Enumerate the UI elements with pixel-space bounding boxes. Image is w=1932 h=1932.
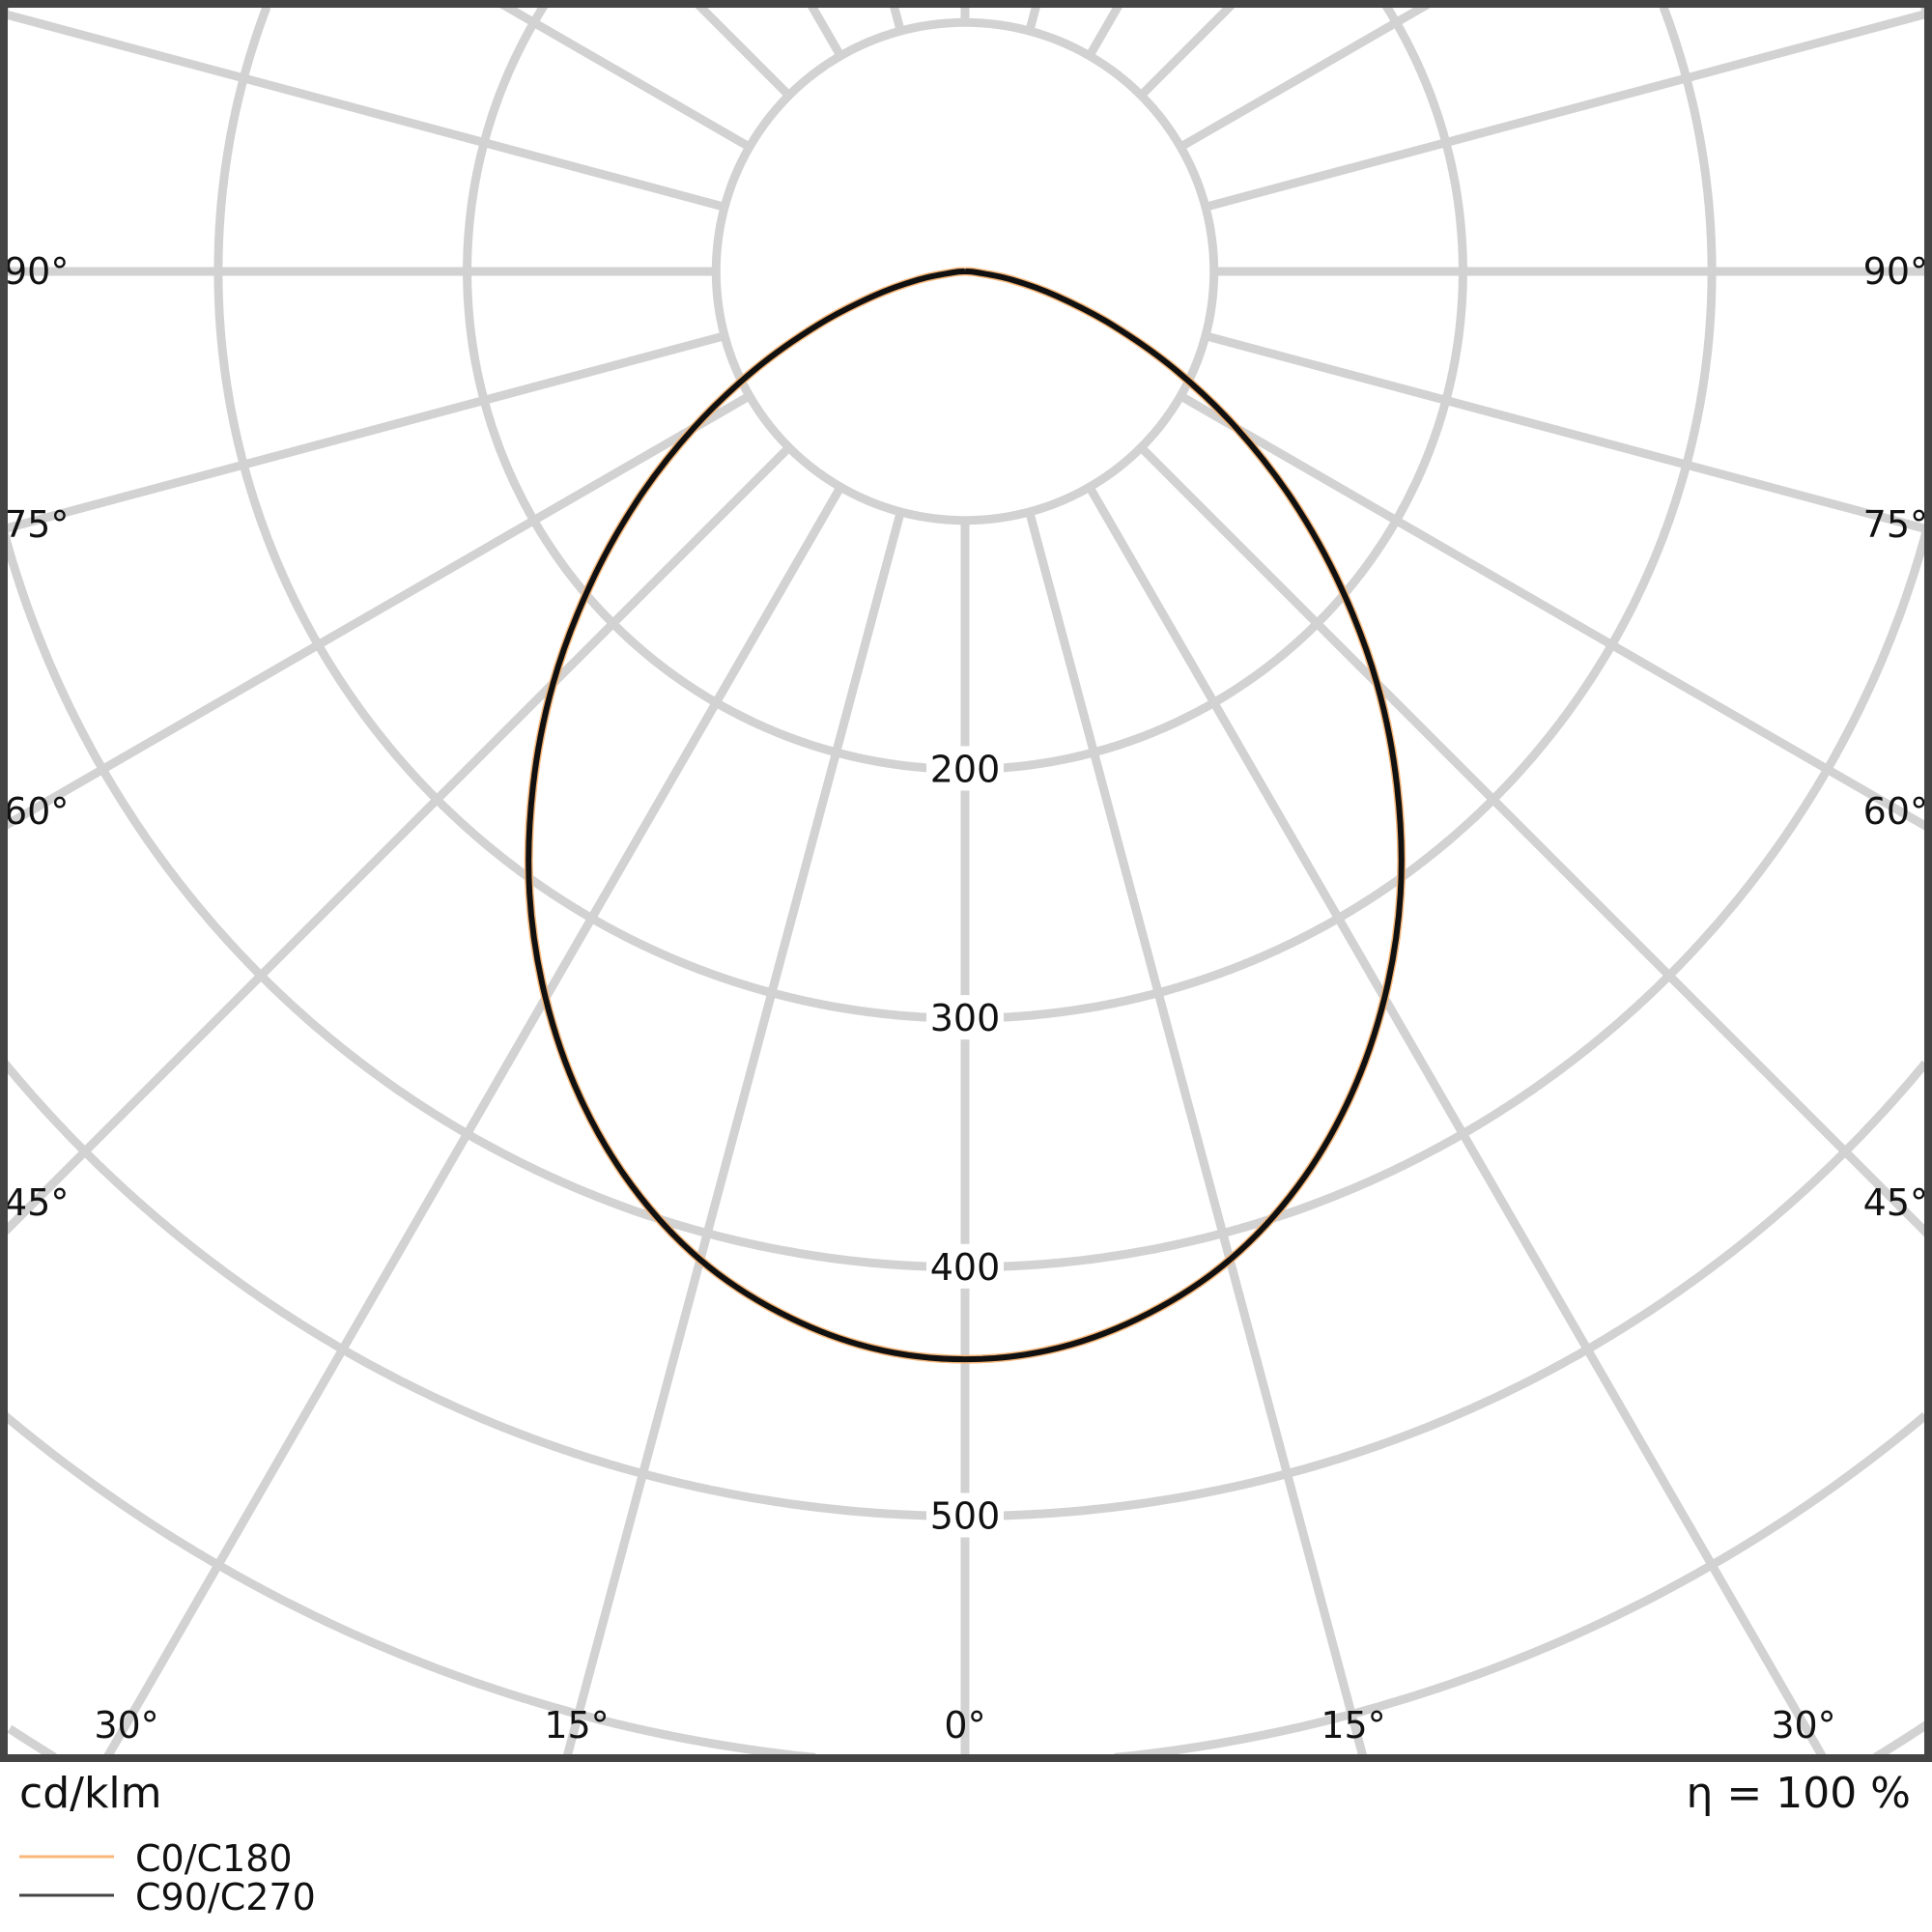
efficiency-label: η = 100 % — [1686, 1769, 1911, 1818]
grid-spoke-60 — [1178, 391, 1931, 832]
grid-spoke-225 — [694, 0, 792, 99]
legend: C0/C180 C90/C270 — [19, 1837, 316, 1918]
grid-spoke-45 — [1138, 444, 1932, 1238]
legend-label-c0-c180: C0/C180 — [135, 1837, 293, 1880]
angle-label-left: 90° — [4, 250, 69, 293]
angle-label-bottom: 15° — [544, 1704, 609, 1747]
polar-grid — [0, 0, 1932, 1762]
chart-frame — [0, 0, 1932, 1762]
angle-label-bottom: 15° — [1321, 1704, 1385, 1747]
grid-spoke-285 — [2, 331, 726, 533]
grid-spoke-165 — [1025, 2, 1041, 33]
grid-spoke-120 — [1178, 0, 1432, 152]
radial-tick-label: 400 — [930, 1246, 1001, 1289]
grid-ring-600 — [2, 1412, 1928, 1762]
grid-spoke-75 — [1204, 331, 1930, 534]
grid-spoke-240 — [498, 0, 753, 152]
grid-spoke-210 — [807, 1, 845, 59]
grid-spoke-195 — [889, 2, 905, 33]
angle-label-bottom: 0° — [944, 1704, 985, 1747]
grid-spoke-345 — [562, 510, 905, 1760]
grid-spoke-255 — [2, 10, 726, 212]
angle-label-left: 75° — [4, 503, 69, 546]
grid-ring-200 — [463, 1, 1467, 774]
angle-label-left: 45° — [4, 1181, 69, 1224]
curve-c90-c270 — [526, 269, 1405, 1363]
grid-ring-700 — [7, 1720, 1930, 1761]
angle-label-right: 45° — [1863, 1181, 1928, 1224]
axis-labels: 200 300 400 500 90° 75° 60° 45° 90° 75° 60° 45° 30° 1… — [4, 250, 1928, 1747]
grid-spoke-315 — [0, 444, 792, 1236]
legend-label-c90-c270: C90/C270 — [135, 1876, 316, 1918]
radial-tick-label: 200 — [930, 748, 1001, 790]
grid-ring-300 — [213, 5, 1717, 1023]
grid-spoke-135 — [1138, 0, 1236, 99]
radial-label-bg — [926, 995, 1004, 1040]
radial-tick-label: 300 — [930, 997, 1001, 1039]
grid-ring-500 — [1, 1060, 1929, 1520]
unit-label: cd/klm — [19, 1769, 162, 1818]
angle-label-bottom: 30° — [94, 1704, 158, 1747]
angle-label-right: 60° — [1863, 790, 1928, 833]
grid-spoke-150 — [1085, 1, 1123, 59]
angle-label-right: 90° — [1863, 250, 1928, 293]
grid-spoke-30 — [1085, 484, 1828, 1761]
radial-tick-label: 500 — [930, 1495, 1001, 1538]
radial-label-bg — [926, 746, 1004, 791]
grid-spoke-330 — [102, 484, 845, 1761]
angle-label-left: 60° — [4, 790, 69, 833]
angle-label-right: 75° — [1863, 503, 1928, 546]
radial-label-bg — [926, 1243, 1004, 1289]
grid-spoke-15 — [1025, 510, 1368, 1760]
angle-label-bottom: 30° — [1771, 1704, 1835, 1747]
grid-spoke-105 — [1204, 9, 1930, 212]
radial-label-bg — [926, 1492, 1004, 1538]
grid-spoke-300 — [1, 391, 753, 831]
intensity-curves — [524, 267, 1406, 1364]
